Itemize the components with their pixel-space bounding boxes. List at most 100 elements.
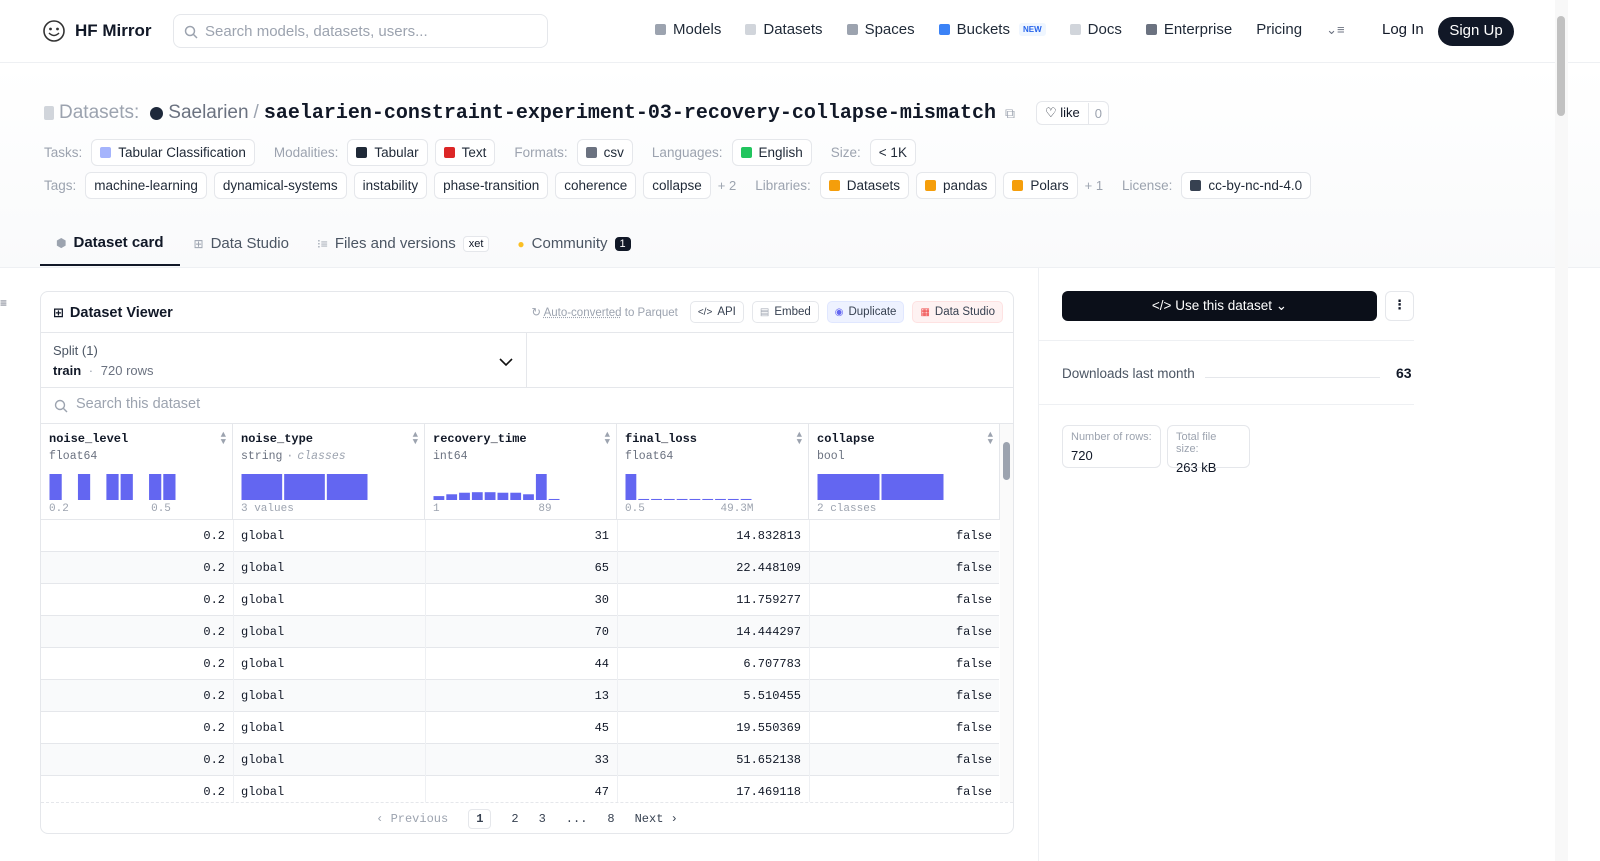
chip[interactable]: Datasets [819,172,910,199]
meta-label: Tasks: [44,145,83,160]
copy-icon[interactable]: ⧉ [1004,104,1015,121]
chip-icon [828,180,840,191]
histogram-bar [727,498,739,500]
nav-link[interactable]: Pricing [1256,21,1302,38]
page-number[interactable]: 8 [607,811,615,826]
search-icon [184,25,198,39]
dataset-header [0,64,1600,268]
tab[interactable]: ⁝≡ Files and versions xet [303,232,503,266]
sort-icon[interactable]: ▲ ▼ [987,430,993,447]
chip[interactable]: machine-learning [85,172,207,199]
sort-icon[interactable]: ▲ ▼ [604,430,610,447]
sort-icon[interactable]: ▲ ▼ [796,430,802,447]
signup-button[interactable]: Sign Up [1438,17,1514,46]
page-scrollbar[interactable] [1555,0,1568,861]
histogram-bar [740,498,752,500]
column-header[interactable]: noise_level float64 ▲ ▼ 0.2 0.5 [41,424,233,520]
column-header[interactable]: recovery_time int64 ▲ ▼ 1 89 [425,424,617,520]
next-page[interactable]: Next › [635,812,678,826]
nav-link[interactable]: Docs [1069,21,1122,38]
owner[interactable]: Saelarien [168,102,249,123]
histogram-bar [163,474,176,500]
chip[interactable]: Text [434,139,496,166]
histogram-bar [676,498,688,500]
table-scrollbar[interactable] [1000,424,1013,802]
prev-text: Previous [390,811,449,826]
nav-link[interactable]: Models [655,21,721,38]
viewer-action[interactable]: ▤ Embed [751,301,819,323]
chip[interactable]: Polars [1003,172,1078,199]
sort-icon[interactable]: ▲ ▼ [412,430,418,447]
dataset-icon [44,106,54,120]
dataset-search[interactable]: Search this dataset [41,388,1013,424]
cell-border [809,584,810,616]
chip[interactable]: pandas [916,172,997,199]
chip[interactable]: coherence [555,172,637,199]
action-icon: ▤ [759,306,770,318]
chip[interactable]: instability [353,172,428,199]
toc-toggle[interactable]: ≡ [0,296,8,310]
login-link[interactable]: Log In [1382,21,1424,38]
chip-text: < 1K [878,145,907,160]
nav-link[interactable]: Spaces [846,21,915,38]
nav-link[interactable]: Enterprise [1145,21,1232,38]
column-type: bool [817,450,991,463]
tab-icon: ⊞ [193,236,204,251]
converted-link[interactable]: Auto-converted [543,307,622,319]
chip-icon [925,180,937,191]
cell-border [809,552,810,584]
stat-box: Total file size: 263 kB [1167,425,1250,475]
histogram-bar [459,492,470,500]
page-number[interactable]: ... [565,811,588,826]
page-number[interactable]: 3 [538,811,546,826]
nav-link[interactable]: Datasets [745,21,823,38]
scroll-thumb[interactable] [1003,442,1010,480]
cell-border [425,776,426,802]
column-header[interactable]: final_loss float64 ▲ ▼ 0.5 49.3M [617,424,809,520]
split-selector[interactable]: Split (1) train · 720 rows [41,333,527,388]
split-row: Split (1) train · 720 rows [41,332,1013,388]
viewer-action[interactable]: </> API [689,301,744,323]
search-input[interactable]: Search models, datasets, users... [173,14,548,48]
more-button[interactable]: ⋮ [1385,291,1414,321]
chip-text: Tabular Classification [118,145,246,160]
column-header[interactable]: noise_type string · classes ▲ ▼ 3 values [233,424,425,520]
tab[interactable]: ● Community 1 [503,232,644,266]
chip[interactable]: English [731,139,812,166]
histogram-bar [535,474,547,500]
chip[interactable]: Tabular Classification [91,139,255,166]
histogram-bar [497,492,509,500]
logo[interactable] [42,19,66,43]
page-number[interactable]: 2 [511,811,519,826]
tab[interactable]: ⬢ Dataset card [40,232,180,266]
viewer-action[interactable]: ◉ Duplicate [826,301,905,323]
like-button[interactable]: ♡ like 0 [1035,101,1109,125]
nav-link[interactable]: Buckets NEW [938,21,1046,38]
table-cell: 0.2 [203,689,225,703]
column-header[interactable]: collapse bool ▲ ▼ 2 classes [809,424,1000,520]
action-text: Data Studio [934,306,995,318]
page-scroll-thumb[interactable] [1557,16,1565,116]
sort-icon[interactable]: ▲ ▼ [220,430,226,447]
histogram-bar [523,494,534,500]
brand[interactable]: HF Mirror [75,21,152,40]
chip[interactable]: Tabular [347,139,428,166]
downloads-label: Downloads last month [1062,366,1195,381]
chip[interactable]: phase-transition [434,172,549,199]
prev-page[interactable]: ‹ Previous [376,811,449,826]
cell-border [233,680,234,712]
viewer-action[interactable]: ▦ Data Studio [912,301,1003,323]
chip[interactable]: < 1K [869,139,916,166]
use-dataset-button[interactable]: </> Use this dataset ⌄ [1062,291,1377,321]
chip[interactable]: csv [576,139,633,166]
page-number[interactable]: 1 [468,808,492,829]
tab[interactable]: ⊞ Data Studio [180,232,303,266]
chip-text: dynamical-systems [222,178,338,193]
dataset-name[interactable]: saelarien-constraint-experiment-03-recov… [263,101,996,125]
nav-more[interactable]: ⌄≡ [1326,21,1345,37]
chip[interactable]: cc-by-nc-nd-4.0 [1181,172,1312,199]
chip[interactable]: collapse [643,172,711,199]
chip[interactable]: dynamical-systems [213,172,347,199]
table-cell: 13 [594,689,609,703]
cell-border [617,584,618,616]
